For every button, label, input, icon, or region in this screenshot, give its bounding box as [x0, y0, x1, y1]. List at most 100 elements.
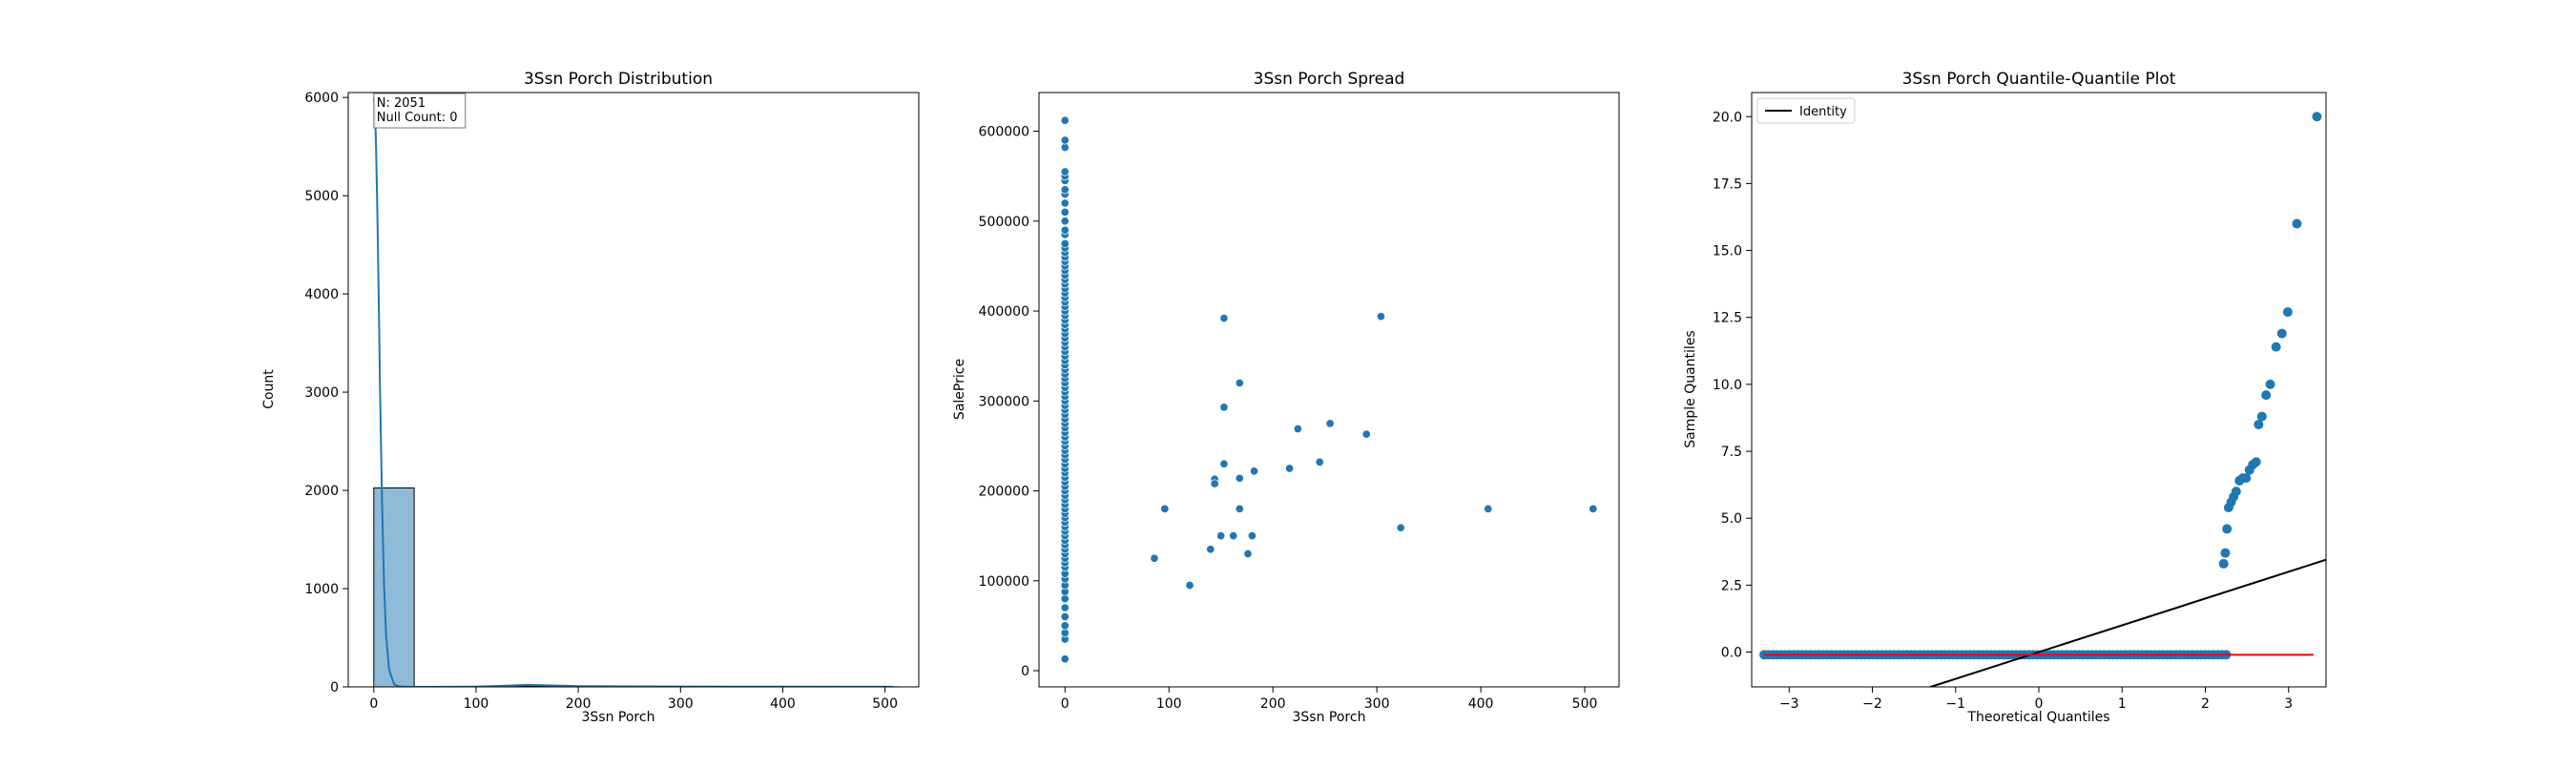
qq-ytick-label: 20.0: [1713, 110, 1742, 125]
spread-xtick-label: 500: [1572, 696, 1598, 712]
scatter-point: [1216, 531, 1224, 539]
scatter-point: [1236, 505, 1243, 512]
distribution-xtick-label: 300: [668, 696, 694, 712]
spread-ylabel: SalePrice: [952, 359, 967, 420]
qq-ytick-label: 5.0: [1721, 511, 1742, 527]
scatter-point: [1207, 546, 1215, 553]
spread-ytick-label: 300000: [979, 394, 1029, 409]
scatter-point: [1236, 379, 1243, 386]
distribution-ytick-label: 1000: [304, 582, 339, 597]
histogram-bar: [374, 487, 414, 687]
scatter-point: [1211, 480, 1218, 487]
scatter-point: [1285, 465, 1293, 472]
scatter-point-zero-porch: [1061, 239, 1069, 247]
qq-point: [2312, 112, 2321, 121]
scatter-point: [1244, 549, 1252, 557]
qq-axes-frame: [1752, 93, 2326, 687]
stats-count-text: N: 2051: [377, 96, 426, 111]
qq-xtick-label: 3: [2284, 696, 2293, 712]
scatter-point: [1362, 430, 1370, 438]
distribution-xtick-label: 100: [464, 696, 489, 712]
scatter-point-zero-porch: [1061, 218, 1069, 225]
qq-point: [2261, 390, 2271, 400]
scatter-point: [1151, 554, 1158, 562]
scatter-point: [1485, 505, 1492, 512]
stats-null-count-text: Null Count: 0: [377, 111, 458, 125]
qq-ytick-label: 17.5: [1713, 176, 1742, 192]
qq-xtick-label: −1: [1945, 696, 1965, 712]
distribution-ytick-label: 4000: [304, 287, 339, 302]
scatter-point-zero-porch: [1061, 168, 1069, 176]
qq-ylabel: Sample Quantiles: [1683, 330, 1698, 447]
scatter-point: [1220, 404, 1228, 411]
scatter-point-zero-porch: [1061, 199, 1069, 207]
scatter-point: [1236, 474, 1243, 482]
spread-axes-frame: [1039, 93, 1619, 687]
scatter-point: [1161, 505, 1169, 512]
qq-ytick-label: 15.0: [1713, 244, 1742, 259]
scatter-point-zero-porch: [1061, 208, 1069, 216]
spread-xtick-label: 400: [1468, 696, 1494, 712]
distribution-ytick-label: 0: [330, 680, 339, 695]
kde-line: [374, 97, 893, 687]
distribution-xtick-label: 0: [369, 696, 378, 712]
spread-ytick-label: 0: [1021, 664, 1029, 679]
qq-ytick-label: 12.5: [1713, 311, 1742, 326]
qq-point: [2257, 412, 2267, 422]
spread-ytick-label: 600000: [979, 125, 1029, 140]
scatter-point: [1377, 312, 1384, 320]
distribution-xtick-label: 500: [872, 696, 898, 712]
spread-xlabel: 3Ssn Porch: [1293, 710, 1366, 725]
qq-ytick-label: 0.0: [1721, 646, 1742, 661]
scatter-point: [1589, 505, 1597, 512]
scatter-point-zero-porch: [1061, 186, 1069, 194]
distribution-axes-frame: [348, 93, 919, 687]
qq-point: [2283, 307, 2293, 317]
qq-xtick-label: −3: [1779, 696, 1799, 712]
qq-xtick-label: −2: [1862, 696, 1882, 712]
qq-point: [2222, 524, 2232, 533]
qq-point: [2252, 457, 2261, 466]
qq-point: [2277, 329, 2287, 339]
distribution-ylabel: Count: [261, 369, 277, 409]
legend-identity-label: Identity: [1799, 105, 1847, 119]
scatter-point-zero-porch: [1061, 226, 1069, 234]
scatter-point: [1230, 531, 1237, 539]
qq-point: [2266, 380, 2275, 389]
scatter-point-zero-porch: [1061, 604, 1069, 612]
spread-title: 3Ssn Porch Spread: [1254, 70, 1405, 89]
scatter-point: [1248, 531, 1256, 539]
scatter-point-zero-porch: [1061, 655, 1069, 663]
distribution-xtick-label: 400: [770, 696, 796, 712]
qq-ytick-label: 10.0: [1713, 378, 1742, 393]
spread-xtick-label: 100: [1156, 696, 1182, 712]
qq-ytick-label: 7.5: [1721, 445, 1742, 460]
scatter-point-zero-porch: [1061, 612, 1069, 620]
spread-ytick-label: 100000: [979, 574, 1029, 590]
spread-ytick-label: 200000: [979, 485, 1029, 500]
qq-point: [2219, 559, 2229, 569]
spread-xtick-label: 0: [1061, 696, 1070, 712]
qq-title: 3Ssn Porch Quantile-Quantile Plot: [1902, 70, 2176, 89]
distribution-ytick-label: 3000: [304, 385, 339, 401]
qq-xtick-label: 1: [2118, 696, 2127, 712]
distribution-bars: [374, 487, 899, 687]
qq-ytick-label: 2.5: [1721, 578, 1742, 593]
scatter-point: [1250, 467, 1257, 475]
scatter-point: [1397, 524, 1404, 531]
spread-xtick-label: 300: [1364, 696, 1390, 712]
qq-content: [1752, 112, 2326, 744]
scatter-point: [1220, 314, 1228, 321]
distribution-ytick-label: 5000: [304, 189, 339, 204]
scatter-points: [1061, 116, 1597, 663]
scatter-point: [1294, 425, 1301, 432]
scatter-point: [1220, 460, 1228, 467]
spread-xtick-label: 200: [1260, 696, 1286, 712]
spread-panel: 3Ssn Porch Spread 0 100 200 300 400 500 0 10000…: [952, 70, 1619, 725]
scatter-point-zero-porch: [1061, 116, 1069, 124]
qq-point: [2292, 219, 2301, 229]
